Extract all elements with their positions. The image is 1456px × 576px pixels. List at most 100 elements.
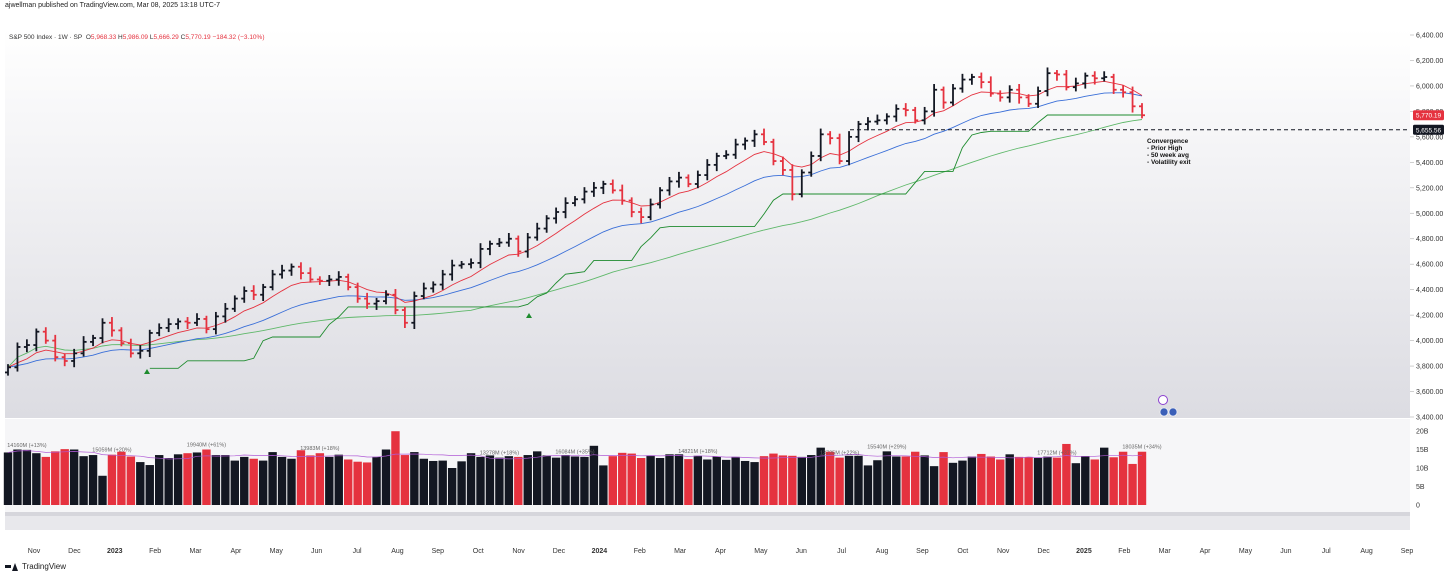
volume-tick-label: 5B <box>1416 484 1425 491</box>
volume-bar <box>126 456 136 505</box>
time-tick-label: Feb <box>149 548 161 555</box>
ohlc-bar <box>713 152 720 172</box>
ohlc-bar <box>449 259 456 281</box>
legend-high: 5,986.09 <box>122 34 149 41</box>
ohlc-bar <box>316 276 323 285</box>
ohlc-bar <box>307 267 314 283</box>
ohlc-bar <box>373 297 380 310</box>
event-flag-icon <box>1168 407 1178 417</box>
annotation-line: - Prior High <box>1147 145 1182 152</box>
volume-bar <box>155 455 164 505</box>
volume-bar <box>1052 457 1062 505</box>
volume-bar <box>835 457 844 505</box>
volume-annotation: 16084M (+35%) <box>555 450 594 456</box>
volume-annotation: 14160M (+13%) <box>7 443 46 449</box>
event-flag-icon <box>1159 407 1169 417</box>
legend-c-label: C <box>180 34 186 41</box>
volume-tick-label: 0 <box>1416 503 1420 510</box>
ohlc-bar <box>1082 72 1089 89</box>
time-tick-label: Apr <box>230 548 242 555</box>
time-tick-label: Sep <box>1401 548 1414 555</box>
ohlc-bar <box>99 318 106 344</box>
price-pane[interactable] <box>5 28 1410 418</box>
time-tick-label: May <box>270 548 284 555</box>
volume-bar <box>939 452 948 505</box>
ohlc-bar <box>1139 103 1145 119</box>
ohlc-bar <box>940 86 947 109</box>
volume-annotation: 15059M (+20%) <box>92 448 131 454</box>
ohlc-bar <box>883 113 890 125</box>
volume-bar <box>69 449 79 505</box>
volume-bar <box>1014 456 1024 505</box>
volume-bar <box>1043 456 1052 505</box>
ohlc-bar <box>335 271 342 286</box>
ohlc-bar <box>817 128 824 162</box>
volume-bar <box>1033 458 1043 505</box>
volume-bar <box>911 451 920 505</box>
volume-bar <box>929 466 939 505</box>
line-price-label: 5,655.56 <box>1416 127 1442 134</box>
volume-bar <box>901 456 910 505</box>
volume-tick-label: 15B <box>1416 447 1429 454</box>
volume-bar <box>145 465 154 505</box>
volume-bar <box>353 461 362 505</box>
ohlc-bar <box>496 238 503 248</box>
volume-bar <box>476 456 485 505</box>
symbol-title: S&P 500 Index · 1W · SP <box>9 34 83 41</box>
ohlc-bar <box>732 138 739 159</box>
ohlc-bar <box>789 164 796 201</box>
line-price-badge <box>1413 124 1444 135</box>
ohlc-bar <box>562 197 569 219</box>
time-tick-label: Dec <box>553 548 566 555</box>
volume-bar <box>740 460 750 505</box>
ohlc-bar <box>61 353 68 367</box>
volume-bar <box>1100 447 1109 505</box>
volume-bar <box>1137 451 1147 505</box>
time-axis[interactable] <box>5 516 1410 530</box>
time-tick-label: Aug <box>391 548 404 555</box>
volume-bar <box>636 458 646 505</box>
volume-bar <box>797 456 806 505</box>
ohlc-bar <box>647 198 654 221</box>
ohlc-bar <box>723 150 730 160</box>
volume-bar <box>400 455 410 505</box>
ohlc-bar <box>411 291 418 330</box>
volume-bar <box>996 459 1005 505</box>
volume-bar <box>258 460 268 505</box>
ohlc-bar <box>1053 70 1060 81</box>
volume-bar <box>1005 454 1014 505</box>
volume-bar <box>769 453 778 505</box>
volume-bar <box>277 456 287 505</box>
volume-bar <box>608 456 617 505</box>
price-tick-label: 5,600.00 <box>1416 134 1443 141</box>
volume-bar <box>788 455 797 505</box>
pane-separator[interactable] <box>5 512 1410 516</box>
ohlc-bar <box>855 120 862 143</box>
volume-bar <box>750 462 759 505</box>
ohlc-bar <box>80 336 87 357</box>
ohlc-bar <box>931 84 938 117</box>
time-tick-label: Nov <box>28 548 41 555</box>
volume-bar <box>580 456 589 505</box>
ohlc-bar <box>1025 94 1032 107</box>
volume-bar <box>419 458 428 505</box>
time-tick-label: May <box>1239 548 1253 555</box>
volume-bar <box>429 460 438 505</box>
ohlc-bar <box>194 313 200 326</box>
time-tick-label: Jul <box>1322 548 1331 555</box>
time-tick-label: Dec <box>1037 548 1050 555</box>
ohlc-bar <box>657 187 664 209</box>
volume-bar <box>627 453 636 505</box>
ohlc-bar <box>430 281 437 293</box>
signal-triangle-icon <box>144 369 150 374</box>
volume-annotation: 15540M (+29%) <box>867 444 906 450</box>
volume-bar <box>325 456 334 505</box>
volume-bar <box>41 456 50 505</box>
ohlc-bar <box>137 345 144 359</box>
ohlc-bar <box>846 131 853 166</box>
volume-bar <box>32 453 41 505</box>
volume-bar <box>854 455 863 505</box>
ohlc-bar <box>572 196 578 207</box>
volume-bar <box>977 453 986 505</box>
